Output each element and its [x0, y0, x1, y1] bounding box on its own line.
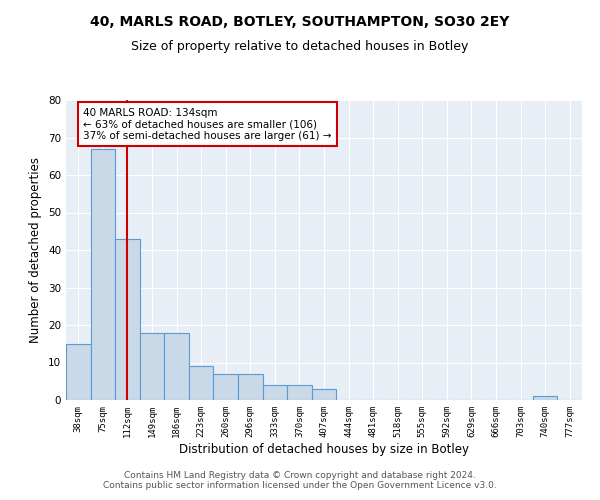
- Bar: [189, 366, 214, 400]
- Bar: [140, 332, 164, 400]
- Text: 40, MARLS ROAD, BOTLEY, SOUTHAMPTON, SO30 2EY: 40, MARLS ROAD, BOTLEY, SOUTHAMPTON, SO3…: [91, 15, 509, 29]
- Bar: [66, 344, 91, 400]
- Bar: [115, 239, 140, 400]
- Bar: [238, 374, 263, 400]
- Bar: [287, 385, 312, 400]
- Text: Size of property relative to detached houses in Botley: Size of property relative to detached ho…: [131, 40, 469, 53]
- X-axis label: Distribution of detached houses by size in Botley: Distribution of detached houses by size …: [179, 442, 469, 456]
- Bar: [164, 332, 189, 400]
- Bar: [312, 389, 336, 400]
- Bar: [263, 385, 287, 400]
- Y-axis label: Number of detached properties: Number of detached properties: [29, 157, 43, 343]
- Bar: [91, 149, 115, 400]
- Text: Contains HM Land Registry data © Crown copyright and database right 2024.
Contai: Contains HM Land Registry data © Crown c…: [103, 470, 497, 490]
- Bar: [214, 374, 238, 400]
- Text: 40 MARLS ROAD: 134sqm
← 63% of detached houses are smaller (106)
37% of semi-det: 40 MARLS ROAD: 134sqm ← 63% of detached …: [83, 108, 332, 140]
- Bar: [533, 396, 557, 400]
